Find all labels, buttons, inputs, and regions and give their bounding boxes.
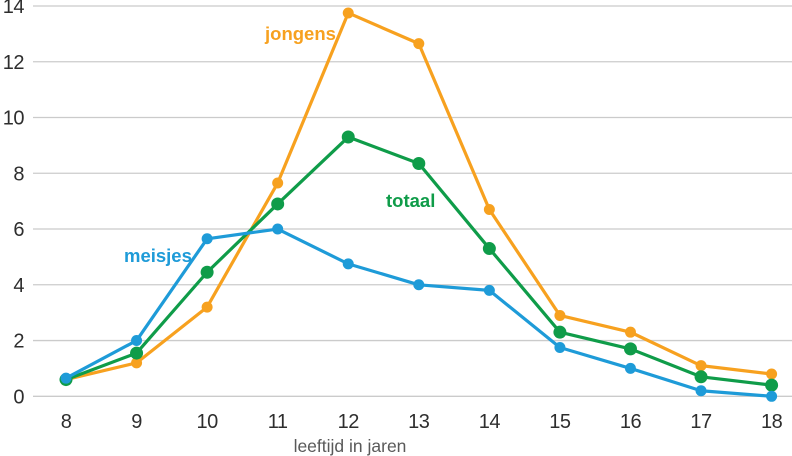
series-meisjes-marker-11 [272, 223, 284, 235]
y-tick-label-8: 8 [13, 163, 24, 185]
x-tick-label-10: 10 [196, 411, 218, 433]
series-totaal-marker-12 [341, 130, 355, 144]
series-jongens-marker-10 [201, 301, 213, 313]
series-meisjes-marker-16 [624, 362, 636, 374]
series-totaal-marker-17 [694, 370, 708, 384]
series-meisjes-marker-17 [695, 385, 707, 397]
x-tick-label-14: 14 [479, 411, 501, 433]
series-jongens-marker-15 [554, 309, 566, 321]
series-totaal-marker-15 [553, 325, 567, 339]
series-meisjes-marker-8 [60, 372, 72, 384]
x-tick-label-8: 8 [61, 411, 72, 433]
x-axis-title: leeftijd in jaren [294, 436, 407, 456]
series-label-jongens: jongens [264, 23, 336, 44]
x-tick-label-16: 16 [620, 411, 642, 433]
series-totaal-marker-13 [412, 157, 426, 171]
series-meisjes-marker-12 [342, 258, 354, 270]
series-label-meisjes: meisjes [124, 245, 192, 266]
x-tick-label-17: 17 [690, 411, 712, 433]
series-jongens-marker-18 [766, 368, 778, 380]
series-meisjes-marker-13 [413, 279, 425, 291]
series-jongens-marker-13 [413, 38, 425, 50]
y-tick-label-12: 12 [3, 52, 25, 74]
series-lines [59, 7, 779, 402]
series-totaal-marker-18 [765, 378, 779, 392]
series-totaal-marker-14 [482, 242, 496, 256]
series-jongens-marker-14 [483, 204, 495, 216]
x-tick-label-12: 12 [338, 411, 360, 433]
series-totaal-marker-10 [200, 265, 214, 279]
y-axis-tick-labels: 0 2 4 6 8 10 12 14 [3, 0, 25, 408]
series-meisjes-marker-18 [766, 390, 778, 402]
x-axis-tick-labels: 8 9 10 11 12 13 14 15 16 17 18 [61, 411, 783, 433]
y-tick-label-14: 14 [3, 0, 25, 18]
series-meisjes-marker-14 [483, 284, 495, 296]
x-tick-label-18: 18 [761, 411, 783, 433]
y-tick-label-10: 10 [3, 108, 25, 130]
y-tick-label-4: 4 [13, 275, 24, 297]
y-tick-label-6: 6 [13, 219, 24, 241]
x-tick-label-9: 9 [131, 411, 142, 433]
series-meisjes-marker-9 [131, 335, 143, 347]
y-tick-label-2: 2 [13, 331, 24, 353]
gridlines [33, 5, 792, 397]
x-tick-label-15: 15 [549, 411, 571, 433]
series-label-totaal: totaal [386, 190, 435, 211]
series-jongens-marker-12 [342, 7, 354, 19]
y-tick-label-0: 0 [13, 386, 24, 408]
series-totaal-marker-11 [271, 197, 285, 211]
series-totaal-marker-9 [130, 346, 144, 360]
series-meisjes-marker-15 [554, 342, 566, 354]
series-jongens-marker-9 [131, 357, 143, 369]
x-tick-label-13: 13 [408, 411, 430, 433]
series-meisjes-marker-10 [201, 233, 213, 245]
series-jongens-marker-11 [272, 177, 284, 189]
series-jongens-marker-17 [695, 360, 707, 372]
x-tick-label-11: 11 [268, 411, 288, 433]
series-jongens-marker-16 [624, 326, 636, 338]
series-totaal-marker-16 [623, 342, 637, 356]
